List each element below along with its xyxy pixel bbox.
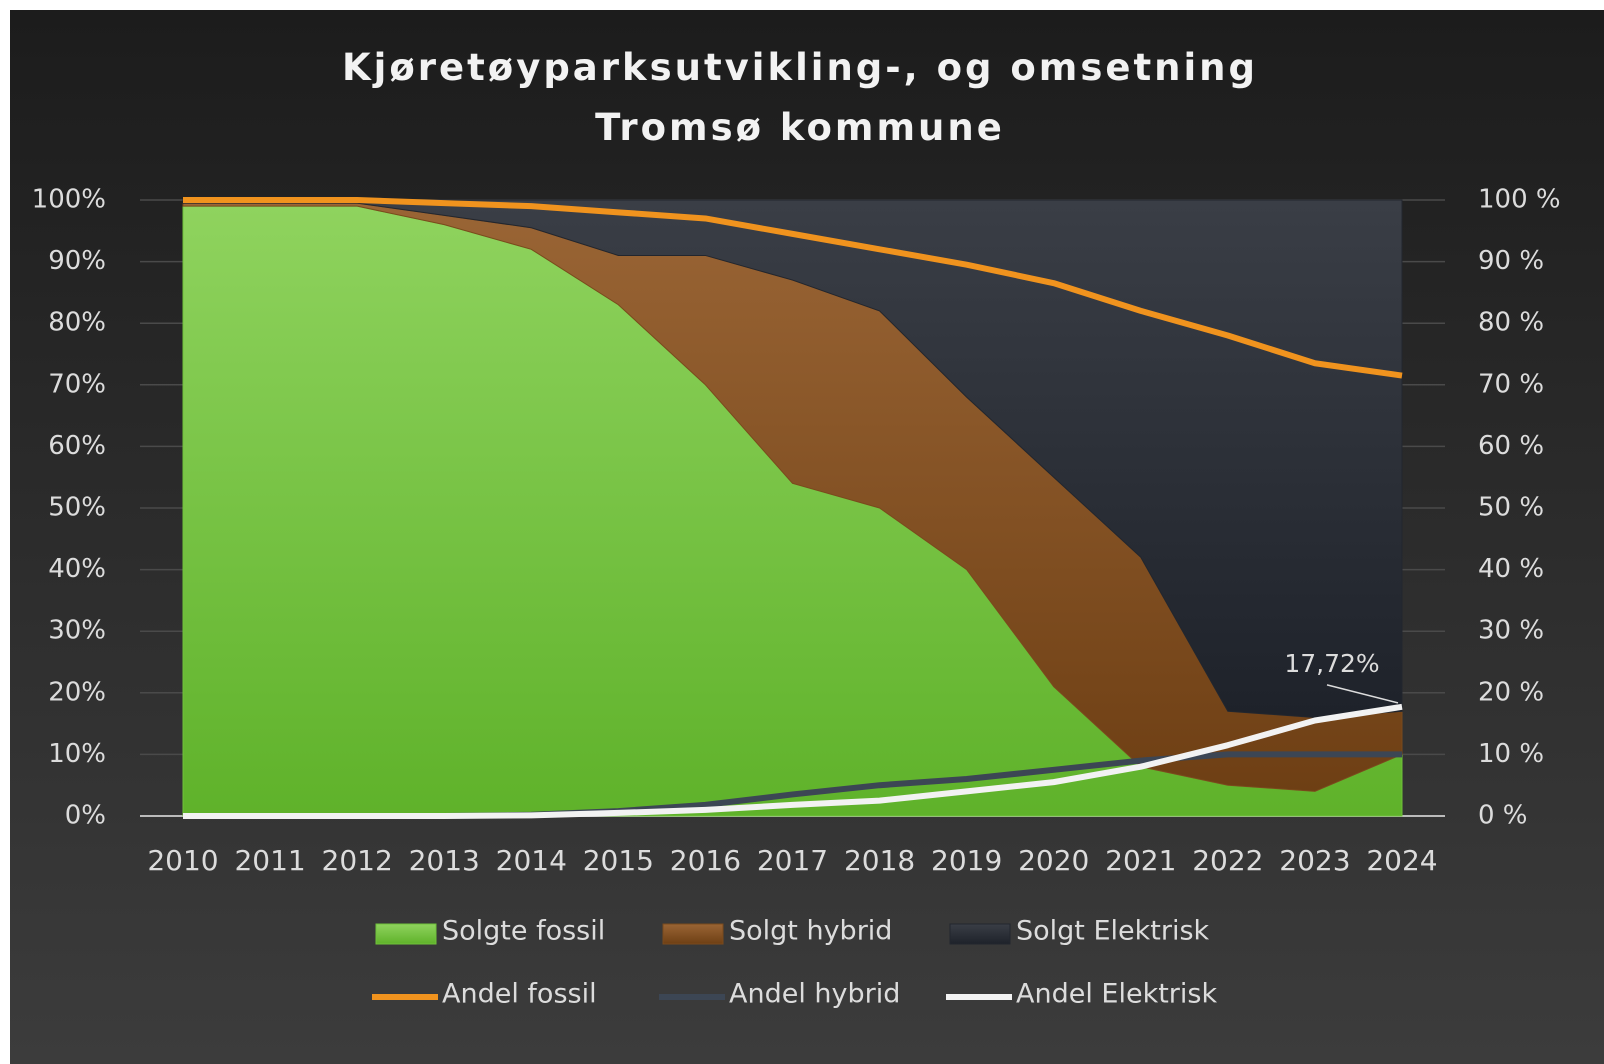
label-leader xyxy=(1326,684,1399,704)
legend-swatch xyxy=(662,923,724,945)
x-tick-label: 2011 xyxy=(234,844,305,877)
legend-label: Solgt Elektrisk xyxy=(1016,916,1210,947)
legend-label: Solgte fossil xyxy=(442,916,605,947)
x-tick-label: 2010 xyxy=(147,844,218,877)
y-tick-label: 20% xyxy=(48,677,106,707)
y2-tick-label: 30 % xyxy=(1478,616,1544,646)
y-tick-label: 60% xyxy=(48,431,106,461)
y-tick-label: 10% xyxy=(48,739,106,769)
y-tick-label: 70% xyxy=(48,369,106,399)
data-label: 17,72% xyxy=(1284,649,1379,678)
x-tick-label: 2018 xyxy=(844,844,915,877)
y2-tick-label: 40 % xyxy=(1478,554,1544,584)
x-tick-label: 2012 xyxy=(322,844,393,877)
legend-label: Andel hybrid xyxy=(729,979,900,1010)
y2-tick-label: 20 % xyxy=(1478,677,1544,707)
x-tick-label: 2017 xyxy=(757,844,828,877)
x-tick-label: 2022 xyxy=(1192,844,1263,877)
area xyxy=(182,199,1403,718)
y2-tick-label: 70 % xyxy=(1478,369,1544,399)
y2-tick-label: 50 % xyxy=(1478,493,1544,523)
x-tick-label: 2021 xyxy=(1105,844,1176,877)
x-tick-label: 2014 xyxy=(496,844,567,877)
line xyxy=(183,703,1403,819)
chart-title: Kjøretøyparksutvikling-, og omsetning Tr… xyxy=(341,46,1258,149)
y2-tick-label: 100 % xyxy=(1478,185,1561,215)
x-tick-label: 2024 xyxy=(1366,844,1437,877)
legend-label: Andel fossil xyxy=(442,979,597,1010)
x-tick-label: 2023 xyxy=(1279,844,1350,877)
y-tick-label: 90% xyxy=(48,246,106,276)
x-tick-label: 2016 xyxy=(670,844,741,877)
legend-swatch xyxy=(949,923,1011,945)
y-tick-label: 40% xyxy=(48,554,106,584)
y2-tick-label: 80 % xyxy=(1478,308,1544,338)
x-tick-label: 2013 xyxy=(409,844,480,877)
line xyxy=(183,197,1403,379)
y-tick-label: 0% xyxy=(65,801,106,831)
x-tick-label: 2020 xyxy=(1018,844,1089,877)
y2-tick-label: 90 % xyxy=(1478,246,1544,276)
y-tick-label: 80% xyxy=(48,308,106,338)
y-tick-label: 50% xyxy=(48,493,106,523)
y2-tick-label: 60 % xyxy=(1478,431,1544,461)
x-tick-label: 2019 xyxy=(931,844,1002,877)
legend-label: Solgt hybrid xyxy=(729,916,892,947)
y2-tick-label: 0 % xyxy=(1478,801,1528,831)
legend-swatch xyxy=(375,923,437,945)
y-tick-label: 30% xyxy=(48,616,106,646)
y-tick-label: 100% xyxy=(32,185,106,215)
x-tick-label: 2015 xyxy=(583,844,654,877)
y2-tick-label: 10 % xyxy=(1478,739,1544,769)
legend-label: Andel Elektrisk xyxy=(1016,979,1217,1010)
